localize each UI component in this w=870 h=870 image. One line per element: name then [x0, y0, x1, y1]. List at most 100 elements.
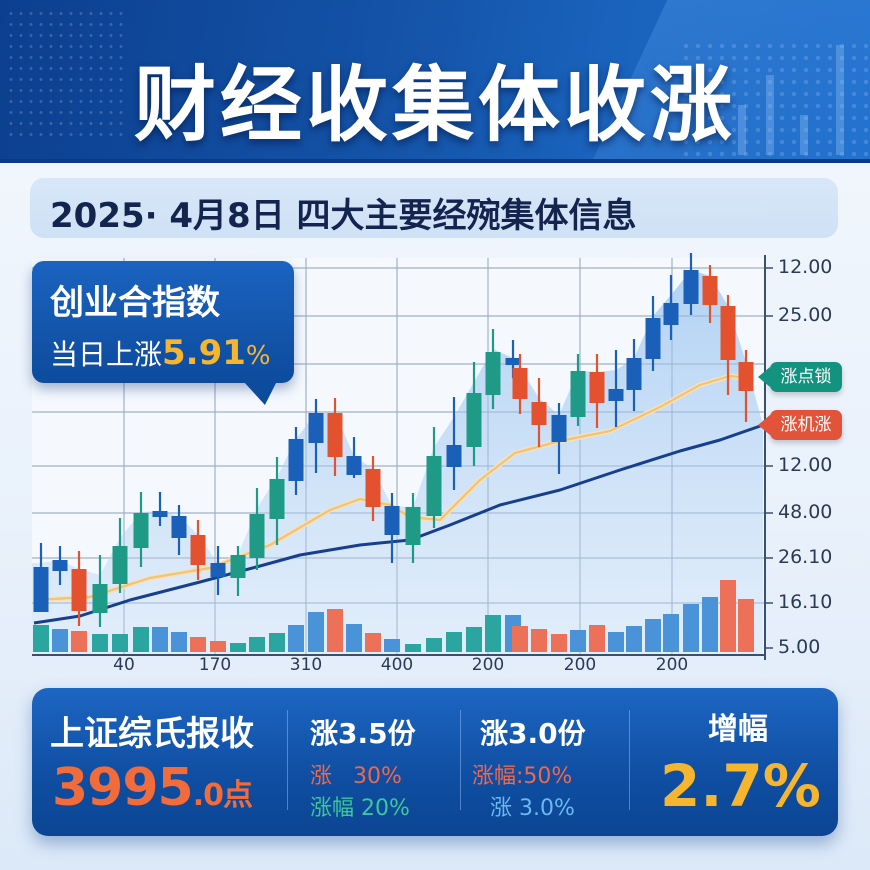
- x-tick-label: 40: [113, 655, 135, 675]
- volume-bar: [683, 604, 699, 652]
- volume-bar: [171, 632, 187, 652]
- decorative-bar: [836, 45, 844, 155]
- price-tag-green: 涨点锁: [758, 362, 842, 392]
- volume-bar: [308, 612, 324, 652]
- volume-bar: [720, 580, 736, 652]
- volume-bar: [738, 599, 754, 652]
- candle-body: [288, 439, 304, 481]
- candle-body: [738, 362, 754, 391]
- volume-bar: [512, 626, 528, 652]
- candle-body: [249, 514, 265, 558]
- divider: [629, 710, 630, 810]
- divider: [460, 710, 461, 810]
- candle-body: [346, 456, 362, 475]
- volume-bar: [133, 627, 149, 652]
- col2-line1: 涨 30%: [310, 764, 402, 789]
- col2-head: 涨3.5份: [310, 717, 416, 750]
- volume-bar: [626, 626, 642, 652]
- candle-body: [720, 306, 736, 360]
- decorative-dots: [6, 8, 126, 138]
- volume-bar: [152, 627, 168, 652]
- volume-bar: [71, 631, 87, 652]
- header-banner: 财经收集体收涨: [0, 0, 870, 163]
- candle-body: [466, 393, 482, 447]
- candle-body: [33, 567, 49, 612]
- page-title: 财经收集体收涨: [133, 58, 736, 153]
- x-tick-label: 200: [563, 655, 597, 675]
- growth-label: 增幅: [708, 712, 768, 747]
- change-unit: %: [245, 341, 271, 371]
- shanghai-value-suffix: .0点: [192, 778, 253, 813]
- callout-change: 当日上涨5.91%: [50, 333, 271, 373]
- decorative-bar: [800, 115, 808, 155]
- y-tick-label: 5.00: [778, 636, 821, 658]
- volume-bar: [327, 609, 343, 652]
- volume-bar: [269, 633, 285, 652]
- volume-bar: [485, 615, 501, 652]
- volume-bar: [384, 639, 400, 652]
- index-callout: 创业合指数 当日上涨5.91%: [32, 261, 294, 383]
- volume-bar: [446, 632, 462, 652]
- stats-panel: 上证综氏报收 3995.0点 涨3.5份 涨 30% 涨幅 20% 涨3.0份 …: [32, 688, 838, 836]
- col3-line1: 涨幅:50%: [472, 764, 573, 789]
- candle-body: [551, 415, 567, 442]
- ma-short-line: [33, 374, 749, 602]
- candle-body: [683, 270, 699, 304]
- x-tick-label: 170: [198, 655, 232, 675]
- candle-body: [269, 479, 285, 519]
- candle-body: [446, 445, 462, 467]
- candle-body: [52, 560, 68, 571]
- callout-index-name: 创业合指数: [50, 283, 220, 323]
- y-tick-label: 12.00: [778, 454, 833, 476]
- col2-line2: 涨幅 20%: [310, 796, 410, 821]
- volume-bar: [405, 644, 421, 652]
- candle-body: [626, 358, 642, 390]
- volume-bar: [210, 641, 226, 652]
- x-tick-label: 200: [655, 655, 689, 675]
- candle-body: [152, 511, 168, 517]
- volume-bar: [346, 624, 362, 652]
- change-number: 5.91: [162, 333, 246, 373]
- volume-bar: [33, 625, 49, 652]
- x-tick-label: 400: [380, 655, 414, 675]
- growth-value: 2.7%: [660, 752, 821, 820]
- volume-bar: [288, 625, 304, 652]
- shanghai-value-main: 3995: [52, 758, 194, 818]
- volume-bar: [52, 629, 68, 652]
- candle-body: [426, 456, 442, 516]
- candle-body: [505, 358, 521, 365]
- candle-body: [171, 516, 187, 538]
- price-tag-red: 涨机涨: [758, 410, 842, 440]
- candle-body: [702, 276, 718, 305]
- divider: [287, 710, 288, 810]
- candle-body: [405, 507, 421, 545]
- y-tick-label: 48.00: [778, 501, 833, 523]
- x-tick-label: 200: [471, 655, 505, 675]
- candle-body: [133, 513, 149, 548]
- col3-head: 涨3.0份: [480, 717, 586, 750]
- subtitle-banner: 2025· 4月8日 四大主要经㱧集体信息: [30, 178, 838, 238]
- candle-body: [589, 372, 605, 403]
- candle-body: [308, 413, 324, 443]
- volume-bar: [608, 632, 624, 652]
- candle-body: [190, 535, 206, 565]
- y-tick-label: 25.00: [778, 304, 833, 326]
- volume-bar: [190, 637, 206, 652]
- volume-bar: [645, 619, 661, 652]
- candle-body: [608, 389, 624, 401]
- volume-bar: [230, 643, 246, 652]
- shanghai-value: 3995.0点: [52, 758, 253, 818]
- volume-bar: [702, 597, 718, 652]
- subtitle-text: 2025· 4月8日 四大主要经㱧集体信息: [50, 196, 637, 236]
- candle-body: [230, 555, 246, 578]
- decorative-dots: [680, 40, 870, 160]
- volume-bar: [589, 625, 605, 652]
- candle-body: [92, 584, 108, 613]
- y-tick-label: 16.10: [778, 591, 833, 613]
- callout-change-prefix: 当日上涨: [50, 338, 163, 371]
- volume-bar: [531, 629, 547, 652]
- volume-bar: [663, 614, 679, 652]
- candle-body: [663, 303, 679, 325]
- candle-body: [531, 402, 547, 425]
- volume-bar: [466, 627, 482, 652]
